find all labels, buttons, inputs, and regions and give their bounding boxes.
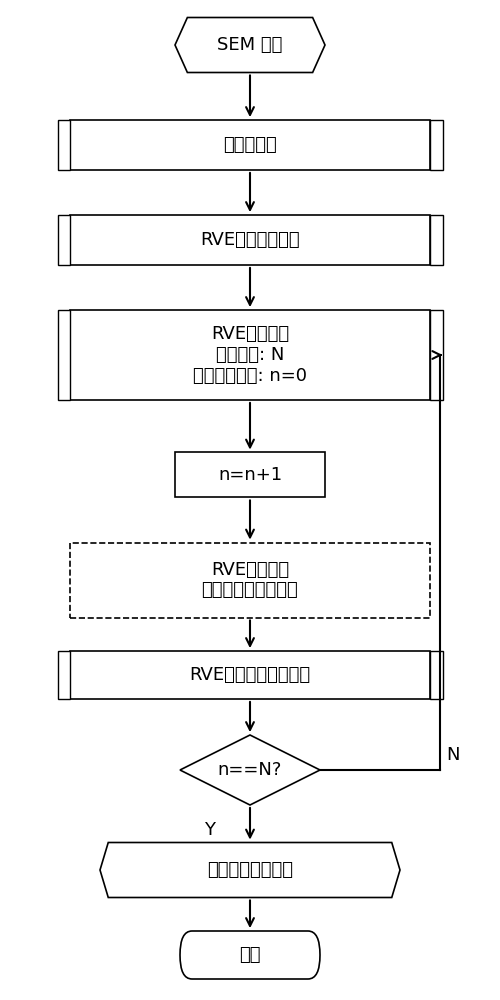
Bar xyxy=(70,120,430,170)
Bar xyxy=(430,120,442,170)
Text: 微结构识别: 微结构识别 xyxy=(223,136,277,154)
Text: N: N xyxy=(446,746,459,764)
Text: RVE最小尺寸判定: RVE最小尺寸判定 xyxy=(200,231,300,249)
Text: 结束: 结束 xyxy=(240,946,261,964)
Bar xyxy=(58,651,70,699)
Bar xyxy=(175,452,325,497)
Text: n==N?: n==N? xyxy=(218,761,282,779)
Polygon shape xyxy=(180,735,320,805)
Bar xyxy=(70,310,430,400)
Polygon shape xyxy=(175,18,325,73)
Text: n=n+1: n=n+1 xyxy=(218,466,282,484)
Text: RVE随机取样
取样数目: N
计数器初始化: n=0: RVE随机取样 取样数目: N 计数器初始化: n=0 xyxy=(193,325,307,385)
FancyBboxPatch shape xyxy=(180,931,320,979)
Bar xyxy=(58,215,70,265)
Text: Y: Y xyxy=(204,821,216,839)
Bar xyxy=(430,310,442,400)
Text: 等效导热系数存储: 等效导热系数存储 xyxy=(207,861,293,879)
Bar xyxy=(430,215,442,265)
Text: RVE温度场有限元计算: RVE温度场有限元计算 xyxy=(190,666,310,684)
Bar xyxy=(70,651,430,699)
Bar xyxy=(58,120,70,170)
Bar xyxy=(58,310,70,400)
Text: RVE几何建模
与间隙特征参数设置: RVE几何建模 与间隙特征参数设置 xyxy=(202,561,298,599)
Bar xyxy=(70,215,430,265)
Bar xyxy=(70,542,430,617)
Polygon shape xyxy=(100,842,400,898)
Text: SEM 输入: SEM 输入 xyxy=(218,36,282,54)
Bar xyxy=(430,651,442,699)
